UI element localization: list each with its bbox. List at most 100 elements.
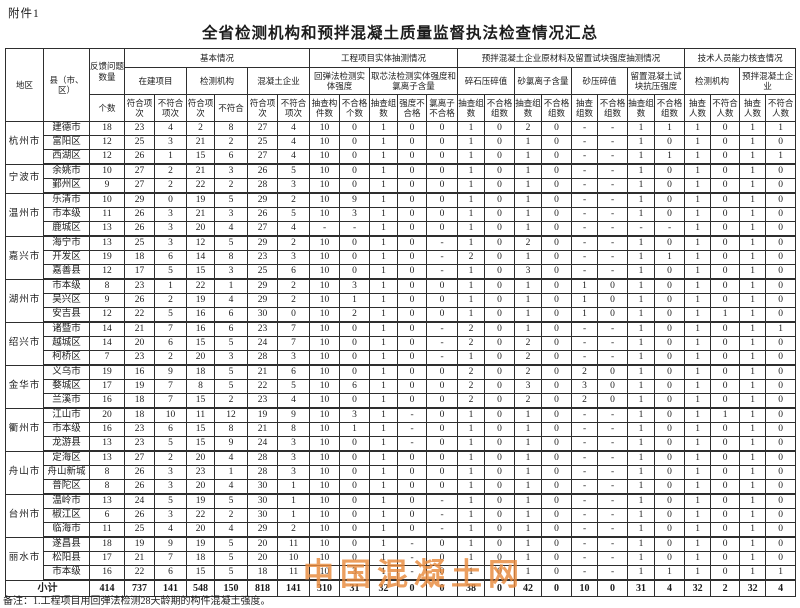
- county-cell: 市本级: [43, 422, 90, 437]
- value-cell: 29: [247, 278, 278, 294]
- table-row: 嘉善县 12 17 5 15 3 25 6 10 0 1 0-1 0 3 0- -1 0 1 0 1 0: [6, 264, 797, 280]
- value-cell: 10: [309, 536, 341, 552]
- value-cell: 0: [484, 350, 516, 366]
- value-cell: 7: [154, 551, 187, 566]
- value-cell: 0: [426, 579, 459, 597]
- value-cell: 0: [654, 536, 686, 552]
- header-sand-chloride: 砂氯离子含量: [514, 67, 573, 95]
- value-cell: 1: [457, 163, 486, 179]
- value-cell: 0: [710, 536, 741, 552]
- value-cell: 2: [571, 364, 599, 380]
- county-cell: 龙游县: [43, 436, 90, 452]
- value-cell: 18: [89, 536, 125, 552]
- value-cell: 2: [276, 278, 311, 294]
- value-cell: 1: [369, 264, 399, 280]
- value-cell: 0: [654, 264, 686, 280]
- value-cell: 1: [627, 422, 656, 437]
- county-cell: 鹿城区: [43, 221, 90, 237]
- value-cell: 25: [247, 264, 278, 280]
- value-cell: 0: [654, 465, 686, 480]
- value-cell: 0: [426, 465, 459, 480]
- value-cell: 1: [684, 436, 712, 452]
- value-cell: 0: [339, 522, 371, 538]
- value-cell: 0: [710, 192, 741, 208]
- value-cell: 0: [765, 250, 797, 265]
- region-cell: 嘉兴市: [5, 235, 44, 280]
- value-cell: 2: [186, 121, 215, 136]
- value-cell: 21: [186, 135, 215, 150]
- value-cell: 2: [457, 379, 486, 394]
- value-cell: 0: [541, 149, 573, 165]
- value-cell: -: [571, 407, 599, 423]
- value-cell: 10: [309, 178, 341, 194]
- value-cell: 10: [89, 192, 125, 208]
- value-cell: 1: [684, 178, 712, 194]
- value-cell: -: [571, 565, 599, 581]
- value-cell: 12: [186, 235, 215, 251]
- value-cell: 0: [710, 163, 741, 179]
- value-cell: 12: [89, 135, 125, 150]
- county-cell: 市本级: [43, 278, 90, 294]
- value-cell: 0: [484, 278, 516, 294]
- header-retained-block: 留置混凝土试块抗压强度: [627, 67, 686, 95]
- value-cell: 10: [309, 121, 341, 136]
- value-cell: 28: [247, 178, 278, 194]
- value-cell: 1: [369, 350, 399, 366]
- value-cell: 23: [124, 278, 155, 294]
- value-cell: 0: [710, 436, 741, 452]
- region-cell: 温州市: [5, 192, 44, 237]
- value-cell: 10: [309, 479, 341, 495]
- value-cell: 16: [89, 393, 125, 409]
- value-cell: 0: [654, 163, 686, 179]
- header-leaf: 抽查组数: [627, 94, 656, 122]
- table-row: 金华市 义乌市 19 16 9 18 5 21 6 10 0 1 0 0 2 0 2 0 2 0 1 0 1 0 1 0: [5, 364, 797, 409]
- value-cell: 0: [339, 135, 371, 150]
- value-cell: 0: [426, 135, 459, 150]
- value-cell: -: [597, 135, 629, 150]
- value-cell: 1: [627, 465, 656, 480]
- value-cell: 0: [397, 379, 428, 394]
- header-leaf: 不符合人数: [765, 94, 797, 122]
- table-row: 富阳区 12 25 3 21 2 25 4 10 0 1 0 0 1 0 1 0- -1 0 1 0 1 0: [6, 135, 797, 150]
- value-cell: 0: [484, 465, 516, 480]
- value-cell: 19: [89, 250, 125, 265]
- value-cell: 2: [276, 192, 311, 208]
- value-cell: 11: [276, 565, 311, 581]
- value-cell: -: [597, 178, 629, 194]
- value-cell: 0: [710, 149, 741, 165]
- value-cell: 18: [89, 121, 125, 136]
- value-cell: 20: [186, 479, 215, 495]
- table-row: 普陀区 8 26 3 20 4 30 1 10 0 1 0 0 1 0 1 0- -1 0 1 0 1 0: [6, 479, 797, 495]
- value-cell: 24: [247, 336, 278, 351]
- value-cell: 3: [276, 250, 311, 265]
- value-cell: -: [426, 508, 459, 523]
- value-cell: 0: [339, 436, 371, 452]
- value-cell: 20: [247, 536, 278, 552]
- value-cell: 1: [684, 422, 712, 437]
- value-cell: 0: [765, 207, 797, 222]
- value-cell: 18: [186, 364, 215, 380]
- value-cell: 3: [276, 465, 311, 480]
- value-cell: 0: [597, 278, 629, 294]
- value-cell: 1: [710, 407, 741, 423]
- header-leaf: 抽查人数: [684, 94, 712, 122]
- value-cell: 0: [484, 163, 516, 179]
- value-cell: 0: [765, 235, 797, 251]
- value-cell: 1: [684, 192, 712, 208]
- value-cell: 1: [739, 565, 767, 581]
- value-cell: 1: [514, 536, 543, 552]
- value-cell: 3: [214, 163, 248, 179]
- value-cell: 1: [684, 551, 712, 566]
- value-cell: 0: [654, 178, 686, 194]
- value-cell: 0: [765, 450, 797, 466]
- value-cell: 0: [397, 264, 428, 280]
- value-cell: 1: [739, 407, 767, 423]
- header-leaf: 抽查组数: [457, 94, 486, 122]
- value-cell: 0: [426, 393, 459, 409]
- value-cell: 23: [124, 350, 155, 366]
- header-leaf: 抽查组数: [369, 94, 399, 122]
- value-cell: 5: [214, 192, 248, 208]
- value-cell: 1: [739, 336, 767, 351]
- value-cell: 6: [214, 307, 248, 323]
- region-cell: 衢州市: [5, 407, 44, 452]
